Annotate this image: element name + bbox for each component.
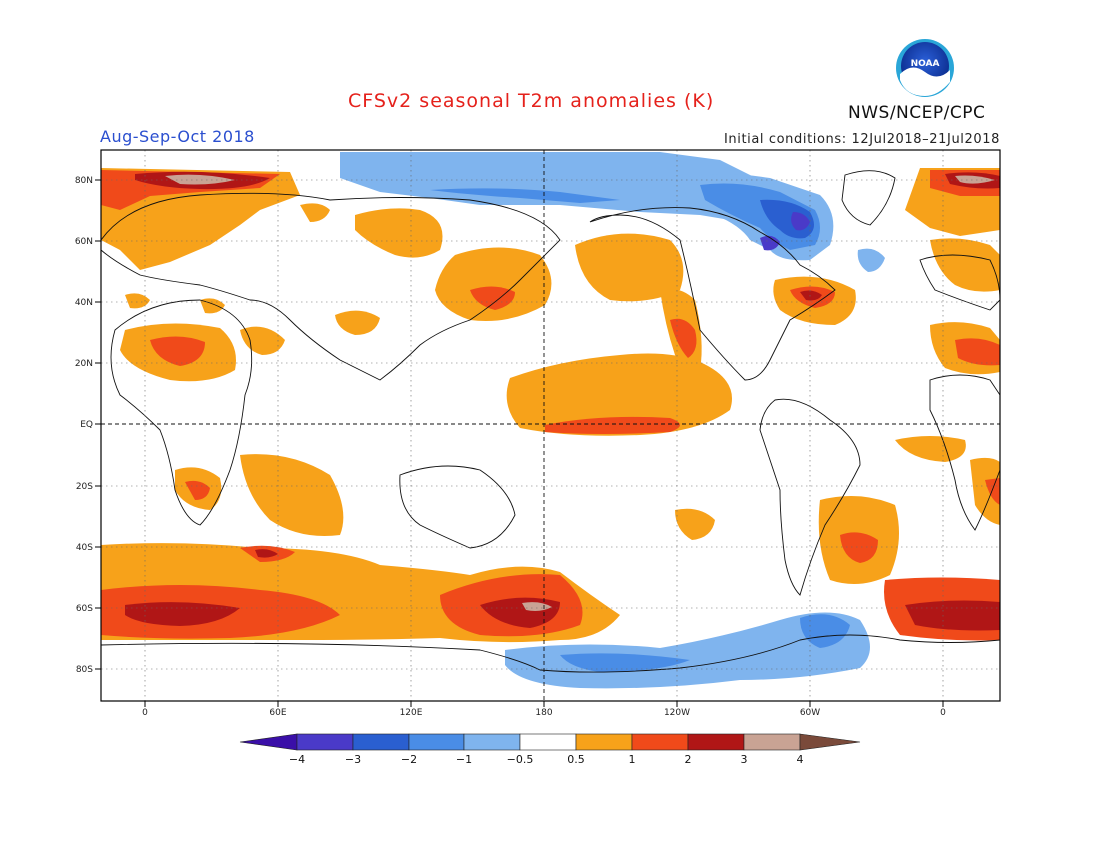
colorbar-label: 1 [629, 753, 636, 766]
colorbar-bin-9 [743, 733, 801, 751]
colorbar [239, 733, 861, 751]
colorbar-label: 4 [797, 753, 804, 766]
cold-north-atlantic [857, 248, 885, 272]
lat-tick-80n: 80N [75, 176, 93, 186]
noaa-logo-icon: NOAA [896, 39, 954, 97]
lon-tick-180: 180 [535, 708, 552, 718]
colorbar-bin-5 [519, 733, 577, 751]
warm-arctic-europe-extreme [165, 174, 235, 185]
warm-enso-core [545, 416, 680, 434]
cold-arctic-band [340, 152, 800, 225]
lon-tick-0-east: 0 [940, 708, 946, 718]
colorbar-bin-1 [296, 733, 354, 751]
lat-tick-40n: 40N [75, 298, 93, 308]
map-title: CFSv2 seasonal T2m anomalies (K) [348, 90, 715, 112]
lat-tick-eq: EQ [80, 420, 93, 430]
forecast-period: Aug-Sep-Oct 2018 [100, 127, 255, 146]
colorbar-bin-6 [575, 733, 633, 751]
colorbar-bin-4 [463, 733, 521, 751]
colorbar-label: −2 [401, 753, 417, 766]
cold-arctic-mid [430, 188, 620, 203]
warm-enso-tongue [506, 353, 732, 436]
lat-tick-80s: 80S [76, 665, 93, 675]
colorbar-bin-8 [687, 733, 745, 751]
colorbar-label: 0.5 [567, 753, 585, 766]
coast-north-america [589, 207, 836, 381]
grid-lines [101, 150, 1000, 701]
colorbar-label: −1 [456, 753, 472, 766]
coast-south-america [759, 398, 861, 596]
anomaly-field [101, 150, 1000, 701]
agency-label: NWS/NCEP/CPC [848, 103, 986, 123]
colorbar-bin-3 [408, 733, 465, 751]
colorbar-labels: −4 −3 −2 −1 −0.5 0.5 1 2 3 4 [289, 753, 804, 766]
lon-tick-60e: 60E [269, 708, 286, 718]
colorbar-label: 2 [685, 753, 692, 766]
map-frame [100, 149, 1001, 702]
lon-axis: 0 60E 120E 180 120W 60W 0 [142, 701, 946, 718]
colorbar-bin-2 [352, 733, 410, 751]
colorbar-low-arrow [239, 733, 298, 751]
lon-tick-120e: 120E [400, 708, 423, 718]
colorbar-label: −3 [345, 753, 361, 766]
logo-text: NOAA [911, 59, 940, 69]
lat-axis: 80N 60N 40N 20N EQ 20S 40S 60S 80S [75, 176, 101, 675]
coast-greenland [841, 170, 896, 226]
lat-tick-40s: 40S [76, 543, 93, 553]
colorbar-high-arrow [799, 733, 861, 751]
coast-antarctica [101, 634, 1000, 673]
coast-africa [110, 299, 253, 526]
lat-tick-60n: 60N [75, 237, 93, 247]
lat-tick-20n: 20N [75, 359, 93, 369]
cold-hudson-core [791, 212, 810, 231]
colorbar-bin-7 [631, 733, 689, 751]
coastlines [101, 170, 1000, 673]
lat-tick-20s: 20S [76, 482, 93, 492]
coast-australia [399, 465, 516, 549]
lon-tick-120w: 120W [664, 708, 690, 718]
initial-conditions: Initial conditions: 12Jul2018–21Jul2018 [723, 132, 1000, 147]
colorbar-label: −0.5 [507, 753, 534, 766]
colorbar-label: −4 [289, 753, 305, 766]
colorbar-label: 3 [741, 753, 748, 766]
lat-tick-60s: 60S [76, 604, 93, 614]
lon-tick-0: 0 [142, 708, 148, 718]
lon-tick-60w: 60W [800, 708, 820, 718]
coast-eurasia [101, 192, 561, 381]
